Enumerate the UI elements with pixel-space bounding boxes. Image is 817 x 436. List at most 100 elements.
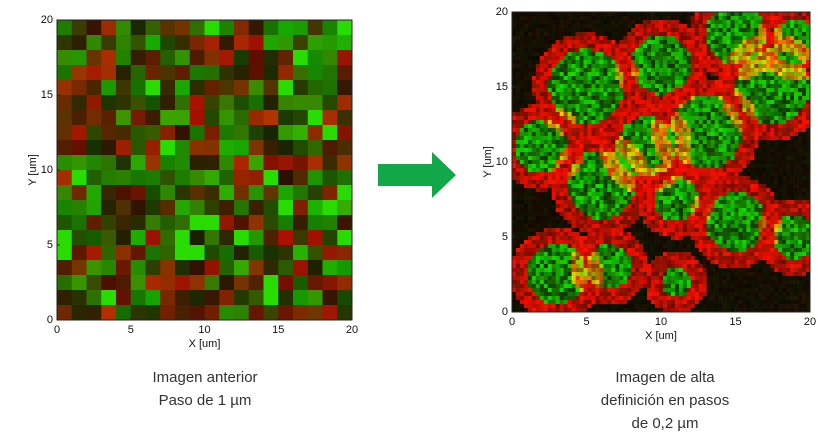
pixel: [718, 284, 723, 289]
pixel: [686, 268, 692, 273]
pixel: [555, 104, 560, 109]
pixel: [611, 240, 616, 245]
pixel: [651, 116, 656, 121]
pixel: [547, 300, 553, 305]
pixel: [603, 16, 608, 21]
pixel: [651, 84, 656, 89]
pixel: [567, 64, 572, 69]
pixel: [595, 92, 600, 97]
pixel: [535, 284, 541, 289]
pixel: [607, 112, 612, 117]
pixel: [730, 176, 735, 181]
pixel: [659, 64, 664, 69]
pixel: [543, 108, 549, 113]
pixel: [531, 68, 537, 73]
pixel: [579, 180, 584, 185]
pixel: [639, 108, 644, 113]
pixel: [746, 140, 751, 145]
pixel: [519, 292, 525, 297]
pixel: [655, 220, 660, 225]
pixel: [563, 48, 568, 53]
pixel: [702, 276, 707, 281]
pixel: [293, 140, 309, 156]
pixel: [130, 35, 146, 51]
pixel: [559, 276, 564, 281]
pixel: [599, 64, 604, 69]
pixel: [322, 155, 338, 171]
pixel: [706, 92, 711, 97]
pixel: [666, 216, 672, 221]
pixel: [547, 32, 553, 37]
pixel: [670, 208, 676, 213]
pixel: [160, 95, 176, 111]
pixel: [631, 120, 636, 125]
pixel: [651, 300, 656, 305]
pixel: [611, 104, 616, 109]
pixel: [535, 176, 541, 181]
pixel: [682, 156, 688, 161]
pixel: [539, 260, 545, 265]
pixel: [734, 28, 739, 33]
pixel: [690, 124, 696, 129]
pixel: [714, 104, 719, 109]
pixel: [615, 220, 620, 225]
pixel: [714, 248, 719, 253]
pixel: [639, 224, 644, 229]
pixel: [742, 272, 747, 277]
pixel: [730, 12, 735, 17]
pixel: [591, 300, 596, 305]
pixel: [627, 256, 632, 261]
pixel: [527, 148, 533, 153]
pixel: [647, 76, 652, 81]
pixel: [698, 224, 704, 229]
pixel: [591, 276, 596, 281]
pixel: [682, 252, 688, 257]
pixel: [698, 20, 704, 25]
pixel: [559, 308, 564, 313]
pixel: [579, 256, 584, 261]
pixel: [718, 280, 723, 285]
pixel: [57, 80, 73, 96]
pixel: [698, 12, 704, 17]
pixel: [160, 35, 176, 51]
pixel: [710, 188, 715, 193]
pixel: [575, 248, 580, 253]
pixel: [714, 88, 719, 93]
pixel: [702, 152, 707, 157]
pixel: [647, 32, 652, 37]
pixel: [730, 240, 735, 245]
pixel: [674, 132, 680, 137]
pixel: [722, 160, 727, 165]
pixel: [678, 112, 684, 117]
pixel: [714, 204, 719, 209]
pixel: [512, 68, 517, 73]
pixel: [551, 236, 557, 241]
pixel: [101, 65, 117, 81]
pixel: [587, 60, 592, 65]
pixel: [631, 24, 636, 29]
pixel: [647, 228, 652, 233]
pixel: [322, 80, 338, 96]
pixel: [611, 36, 616, 41]
pixel: [515, 268, 521, 273]
pixel: [662, 52, 668, 57]
pixel: [686, 68, 692, 73]
pixel: [639, 196, 644, 201]
pixel: [659, 140, 664, 145]
pixel: [583, 72, 588, 77]
pixel: [512, 108, 517, 113]
pixel: [666, 260, 672, 265]
pixel: [619, 240, 624, 245]
pixel: [698, 244, 704, 249]
pixel: [678, 80, 684, 85]
pixel: [543, 136, 549, 141]
pixel: [512, 168, 517, 173]
pixel: [666, 128, 672, 133]
pixel: [631, 248, 636, 253]
pixel: [551, 84, 557, 89]
pixel: [662, 228, 668, 233]
pixel: [535, 216, 541, 221]
pixel: [512, 204, 517, 209]
pixel: [527, 168, 533, 173]
pixel: [742, 220, 747, 225]
